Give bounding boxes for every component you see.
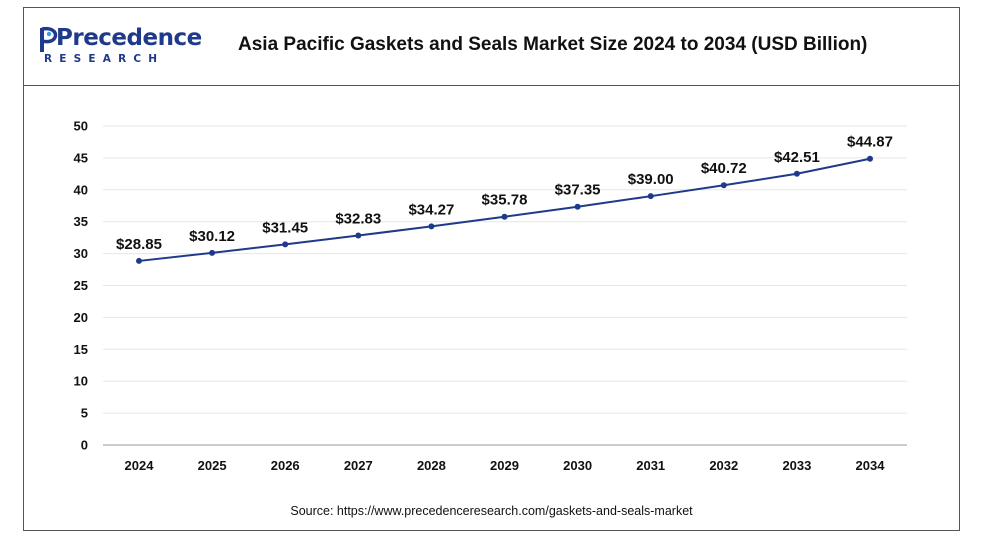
data-label: $44.87	[847, 134, 893, 151]
x-tick-label: 2024	[125, 458, 155, 473]
data-label: $37.35	[555, 182, 601, 199]
x-tick-label: 2031	[636, 458, 665, 473]
data-point	[355, 232, 362, 239]
y-tick-label: 40	[74, 182, 88, 197]
x-tick-label: 2026	[271, 458, 300, 473]
chart-frame: Precedence RESEARCH Asia Pacific Gaskets…	[23, 7, 960, 531]
data-point	[720, 182, 727, 189]
chart-title: Asia Pacific Gaskets and Seals Market Si…	[238, 34, 868, 55]
x-tick-label: 2028	[417, 458, 446, 473]
x-tick-label: 2030	[563, 458, 592, 473]
logo-wordmark: Precedence	[56, 25, 202, 51]
logo-subtitle: RESEARCH	[44, 53, 165, 65]
x-tick-label: 2032	[709, 458, 738, 473]
y-tick-label: 50	[74, 119, 88, 134]
data-point	[428, 223, 435, 230]
x-tick-label: 2025	[198, 458, 227, 473]
data-label: $34.27	[408, 201, 454, 218]
y-tick-label: 30	[74, 246, 88, 261]
x-tick-label: 2027	[344, 458, 373, 473]
source-note: Source: https://www.precedenceresearch.c…	[290, 504, 693, 518]
data-point	[574, 203, 581, 210]
y-tick-label: 15	[74, 342, 88, 357]
data-label: $30.12	[189, 228, 235, 245]
chart-header: Precedence RESEARCH Asia Pacific Gaskets…	[24, 8, 959, 86]
data-point	[282, 241, 289, 248]
y-tick-label: 0	[81, 438, 88, 453]
data-point	[647, 193, 654, 200]
y-tick-label: 20	[74, 310, 88, 325]
logo-p-icon	[40, 26, 58, 52]
data-label: $32.83	[335, 211, 381, 228]
data-point	[501, 213, 508, 220]
x-tick-label: 2029	[490, 458, 519, 473]
y-tick-label: 45	[74, 150, 88, 165]
data-point	[136, 257, 142, 264]
data-point	[793, 170, 800, 177]
y-tick-label: 5	[81, 406, 88, 421]
data-label: $40.72	[701, 160, 747, 177]
precedence-research-logo: Precedence RESEARCH	[38, 24, 202, 70]
data-label: $31.45	[262, 219, 308, 236]
data-label: $35.78	[482, 192, 528, 209]
y-tick-label: 10	[74, 374, 88, 389]
data-point	[209, 249, 216, 256]
data-label: $42.51	[774, 149, 820, 166]
x-tick-label: 2033	[782, 458, 811, 473]
y-tick-label: 35	[74, 214, 88, 229]
data-label: $39.00	[628, 171, 674, 188]
series-line	[138, 157, 871, 262]
y-tick-label: 25	[74, 278, 88, 293]
x-tick-label: 2034	[856, 458, 886, 473]
data-point	[867, 155, 873, 162]
data-label: $28.85	[116, 236, 162, 253]
